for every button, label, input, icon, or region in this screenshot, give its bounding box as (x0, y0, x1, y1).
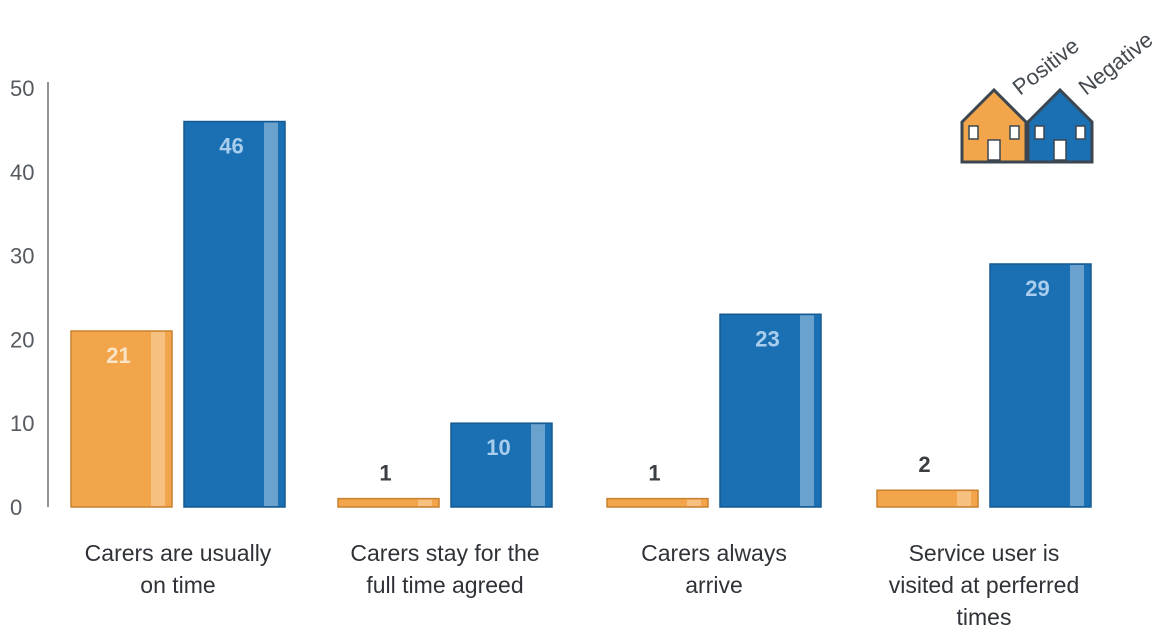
bar-group-positive: 1 (606, 461, 709, 508)
house-icon (960, 87, 1028, 164)
bar-positive (337, 497, 440, 508)
x-category-label: visited at perferred (889, 572, 1079, 598)
data-label: 21 (106, 343, 130, 368)
y-tick-label: 10 (10, 411, 34, 436)
house-door (1053, 139, 1067, 161)
house-body (1026, 87, 1094, 164)
bar-highlight-stripe (264, 122, 278, 507)
data-label: 1 (379, 461, 391, 486)
bar-negative (450, 422, 553, 508)
bar-group-positive: 21 (70, 330, 173, 508)
bar-group-positive: 2 (876, 452, 979, 508)
bar-highlight-stripe (957, 491, 971, 506)
bar-negative (183, 120, 286, 508)
data-label: 10 (486, 435, 510, 460)
y-tick-label: 50 (10, 76, 34, 101)
bar-highlight-stripe (418, 499, 432, 506)
x-category-label: Carers always (641, 540, 787, 566)
house-window (1009, 125, 1020, 140)
data-label: 23 (755, 326, 779, 351)
y-tick-label: 40 (10, 160, 34, 185)
bar-positive (876, 489, 979, 508)
y-tick-label: 20 (10, 327, 34, 352)
y-tick-label: 0 (10, 495, 22, 520)
y-tick-label: 30 (10, 244, 34, 269)
house-window (1034, 125, 1045, 140)
bar-highlight-stripe (1070, 264, 1084, 506)
house-window (968, 125, 979, 140)
house-icon (1026, 87, 1094, 164)
x-category-label: Service user is (909, 540, 1060, 566)
x-category-label: Carers stay for the (350, 540, 539, 566)
bar-highlight-stripe (151, 332, 165, 506)
legend-label: Positive (1008, 33, 1084, 100)
bar-positive (70, 330, 173, 508)
bar-group-negative: 10 (450, 422, 553, 508)
x-category-label: times (957, 604, 1012, 628)
x-category-label: arrive (685, 572, 743, 598)
x-category-label: Carers are usually (85, 540, 272, 566)
house-door (987, 139, 1001, 161)
bar-group-negative: 23 (719, 313, 822, 508)
bar-group-negative: 29 (989, 263, 1092, 508)
bar-negative (719, 313, 822, 508)
house-body (960, 87, 1028, 164)
bar-highlight-stripe (800, 315, 814, 506)
bar-positive (606, 497, 709, 508)
bar-group-positive: 1 (337, 461, 440, 508)
data-label: 1 (648, 461, 660, 486)
bar-highlight-stripe (687, 499, 701, 506)
bar-negative (989, 263, 1092, 508)
data-label: 29 (1025, 276, 1049, 301)
x-category-label: full time agreed (366, 572, 523, 598)
legend-label: Negative (1074, 27, 1158, 100)
house-window (1075, 125, 1086, 140)
data-label: 2 (918, 452, 930, 477)
x-category-label: on time (140, 572, 215, 598)
bar-highlight-stripe (531, 424, 545, 506)
bar-group-negative: 46 (183, 120, 286, 508)
data-label: 46 (219, 134, 243, 159)
